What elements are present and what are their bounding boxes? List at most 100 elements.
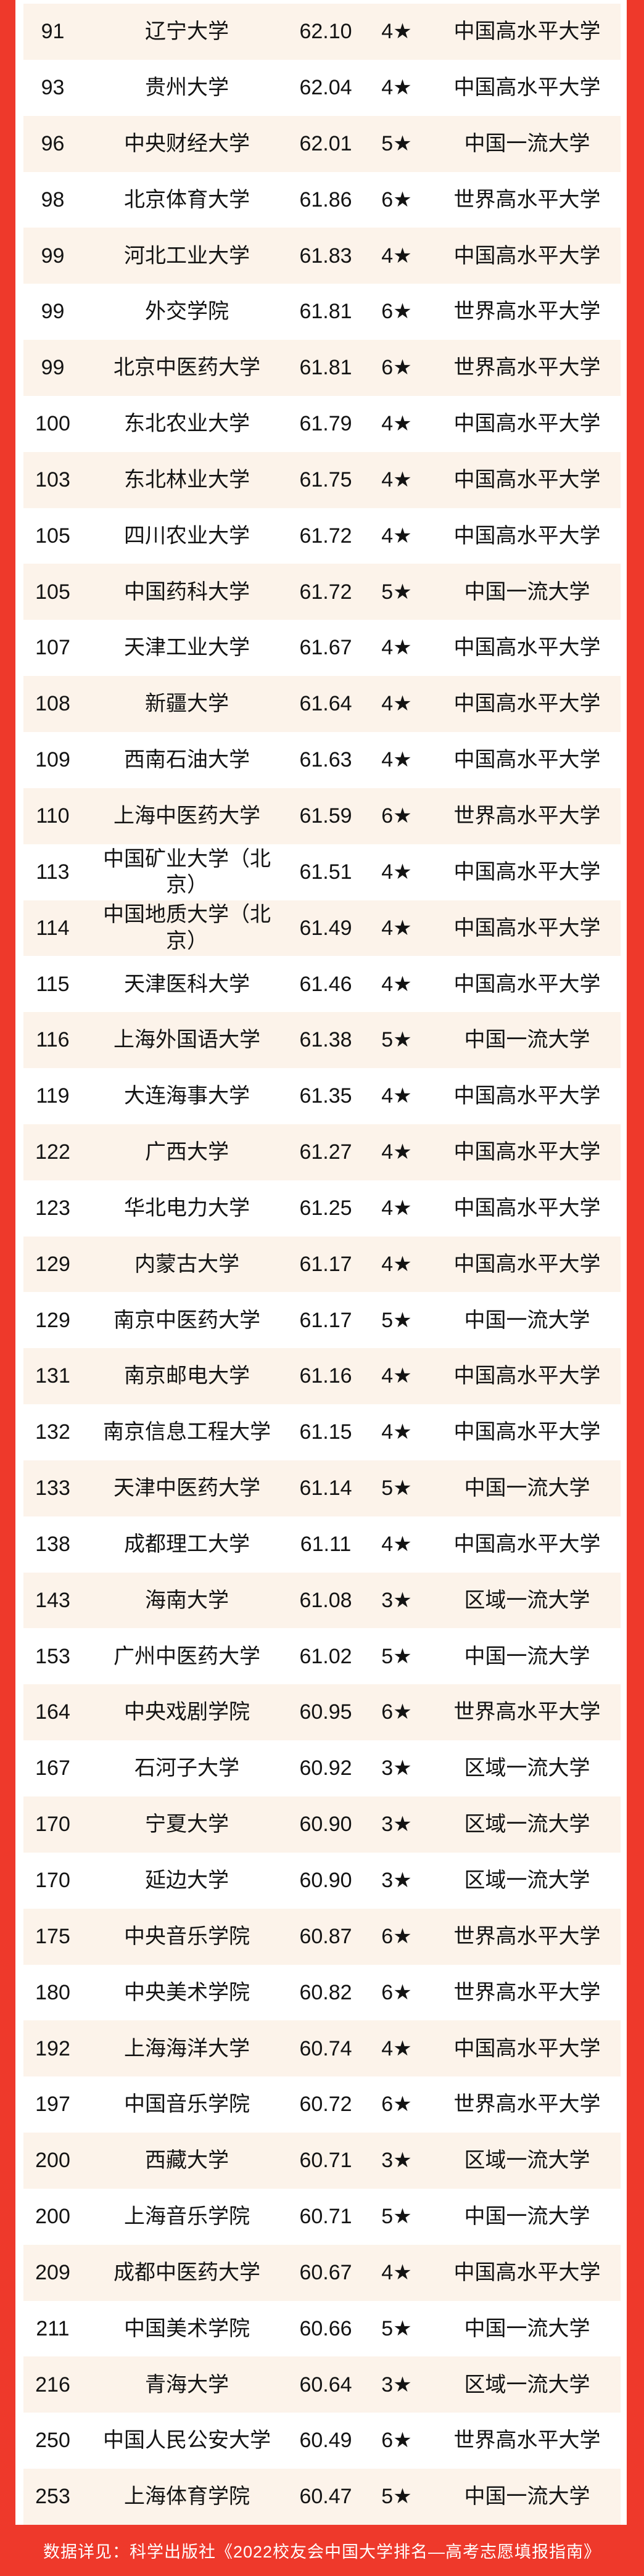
table-row: 108 新疆大学 61.64 4★ 中国高水平大学 — [23, 676, 621, 732]
star-rating-cell: 6★ — [381, 356, 412, 380]
rank-cell: 211 — [36, 2316, 70, 2340]
star-rating-cell: 5★ — [381, 2205, 412, 2229]
university-name-cell: 上海体育学院 — [82, 2469, 292, 2525]
university-name-cell: 中央美术学院 — [82, 1965, 292, 2021]
star-rating-cell: 5★ — [381, 1476, 412, 1500]
tier-cell: 中国高水平大学 — [453, 972, 601, 996]
score-cell: 61.17 — [299, 1308, 352, 1332]
rank-cell: 100 — [35, 412, 70, 436]
university-name: 中国音乐学院 — [124, 2092, 250, 2117]
tier-cell: 区域一流大学 — [464, 1869, 590, 1893]
score-cell: 61.72 — [299, 524, 352, 548]
star-rating-cell: 3★ — [381, 2149, 412, 2173]
tier-cell: 区域一流大学 — [464, 1813, 590, 1837]
table-row: 116 上海外国语大学 61.38 5★ 中国一流大学 — [23, 1012, 621, 1069]
star-rating-cell: 4★ — [381, 467, 412, 492]
score-cell: 61.02 — [299, 1644, 352, 1668]
score-cell: 61.67 — [299, 636, 352, 660]
university-name: 中央戏剧学院 — [124, 1700, 250, 1724]
tier-cell: 中国一流大学 — [464, 580, 590, 604]
rank-cell: 175 — [35, 1924, 70, 1948]
tier-cell: 中国一流大学 — [464, 2485, 590, 2509]
tier-cell: 区域一流大学 — [464, 1588, 590, 1612]
rank-cell: 170 — [35, 1813, 70, 1837]
star-rating-cell: 4★ — [381, 1084, 412, 1108]
table-row: 175 中央音乐学院 60.87 6★ 世界高水平大学 — [23, 1908, 621, 1965]
score-cell: 61.17 — [299, 1252, 352, 1276]
table-row: 216 青海大学 60.64 3★ 区域一流大学 — [23, 2356, 621, 2413]
table-row: 153 广州中医药大学 61.02 5★ 中国一流大学 — [23, 1628, 621, 1685]
left-red-border — [0, 0, 15, 2576]
university-name-cell: 中国美术学院 — [82, 2301, 292, 2357]
star-rating-cell: 4★ — [381, 2036, 412, 2060]
rank-cell: 99 — [41, 244, 65, 268]
rank-cell: 138 — [35, 1532, 70, 1556]
star-rating-cell: 4★ — [381, 1252, 412, 1276]
rank-cell: 108 — [35, 692, 70, 716]
star-rating-cell: 5★ — [381, 1644, 412, 1668]
university-name-cell: 中国人民公安大学 — [82, 2413, 292, 2469]
university-name-cell: 青海大学 — [82, 2356, 292, 2413]
star-rating-cell: 3★ — [381, 2372, 412, 2397]
table-row: 250 中国人民公安大学 60.49 6★ 世界高水平大学 — [23, 2413, 621, 2469]
score-cell: 60.72 — [299, 2092, 352, 2117]
university-name: 东北林业大学 — [124, 467, 250, 492]
score-cell: 60.49 — [299, 2429, 352, 2453]
star-rating-cell: 5★ — [381, 131, 412, 155]
rank-cell: 107 — [35, 636, 70, 660]
university-name: 新疆大学 — [145, 692, 229, 716]
rank-cell: 253 — [35, 2485, 70, 2509]
rank-cell: 96 — [41, 131, 65, 155]
tier-cell: 区域一流大学 — [464, 2149, 590, 2173]
rank-cell: 192 — [35, 2036, 70, 2060]
score-cell: 60.92 — [299, 1756, 352, 1780]
star-rating-cell: 4★ — [381, 748, 412, 772]
rank-cell: 143 — [35, 1588, 70, 1612]
table-row: 129 南京中医药大学 61.17 5★ 中国一流大学 — [23, 1292, 621, 1349]
score-cell: 61.79 — [299, 412, 352, 436]
university-name: 中国矿业大学（北京） — [103, 847, 271, 897]
university-name: 华北电力大学 — [124, 1196, 250, 1220]
star-rating-cell: 4★ — [381, 2260, 412, 2284]
score-cell: 61.81 — [299, 300, 352, 324]
tier-cell: 中国高水平大学 — [453, 1364, 601, 1388]
table-row: 113 中国矿业大学（北京） 61.51 4★ 中国高水平大学 — [23, 844, 621, 900]
university-name-cell: 中央戏剧学院 — [82, 1684, 292, 1740]
star-rating-cell: 4★ — [381, 692, 412, 716]
star-rating-cell: 4★ — [381, 1140, 412, 1164]
university-name: 中央音乐学院 — [124, 1924, 250, 1948]
star-rating-cell: 4★ — [381, 76, 412, 100]
score-cell: 61.64 — [299, 692, 352, 716]
tier-cell: 世界高水平大学 — [453, 1700, 601, 1724]
table-row: 170 宁夏大学 60.90 3★ 区域一流大学 — [23, 1796, 621, 1853]
star-rating-cell: 4★ — [381, 1364, 412, 1388]
rank-cell: 123 — [35, 1196, 70, 1220]
university-name-cell: 天津工业大学 — [82, 620, 292, 676]
university-name-cell: 南京中医药大学 — [82, 1292, 292, 1348]
rank-cell: 164 — [35, 1700, 70, 1724]
university-name-cell: 北京中医药大学 — [82, 340, 292, 396]
university-name: 成都中医药大学 — [114, 2260, 260, 2284]
score-cell: 60.90 — [299, 1813, 352, 1837]
star-rating-cell: 4★ — [381, 972, 412, 996]
star-rating-cell: 5★ — [381, 1028, 412, 1052]
tier-cell: 中国一流大学 — [464, 2316, 590, 2340]
score-cell: 60.67 — [299, 2260, 352, 2284]
university-name: 成都理工大学 — [124, 1532, 250, 1556]
table-row: 98 北京体育大学 61.86 6★ 世界高水平大学 — [23, 171, 621, 228]
rank-cell: 200 — [35, 2205, 70, 2229]
university-name-cell: 成都理工大学 — [82, 1516, 292, 1573]
university-name-cell: 南京信息工程大学 — [82, 1404, 292, 1460]
tier-cell: 中国一流大学 — [464, 1476, 590, 1500]
table-row: 211 中国美术学院 60.66 5★ 中国一流大学 — [23, 2300, 621, 2357]
university-name: 上海海洋大学 — [124, 2036, 250, 2060]
university-name: 贵州大学 — [145, 76, 229, 100]
score-cell: 60.71 — [299, 2205, 352, 2229]
table-row: 200 上海音乐学院 60.71 5★ 中国一流大学 — [23, 2188, 621, 2245]
table-row: 119 大连海事大学 61.35 4★ 中国高水平大学 — [23, 1068, 621, 1124]
tier-cell: 中国高水平大学 — [453, 636, 601, 660]
university-name: 西南石油大学 — [124, 748, 250, 772]
university-name-cell: 中国药科大学 — [82, 564, 292, 620]
university-name-cell: 内蒙古大学 — [82, 1237, 292, 1293]
university-name-cell: 中国地质大学（北京） — [82, 900, 292, 957]
